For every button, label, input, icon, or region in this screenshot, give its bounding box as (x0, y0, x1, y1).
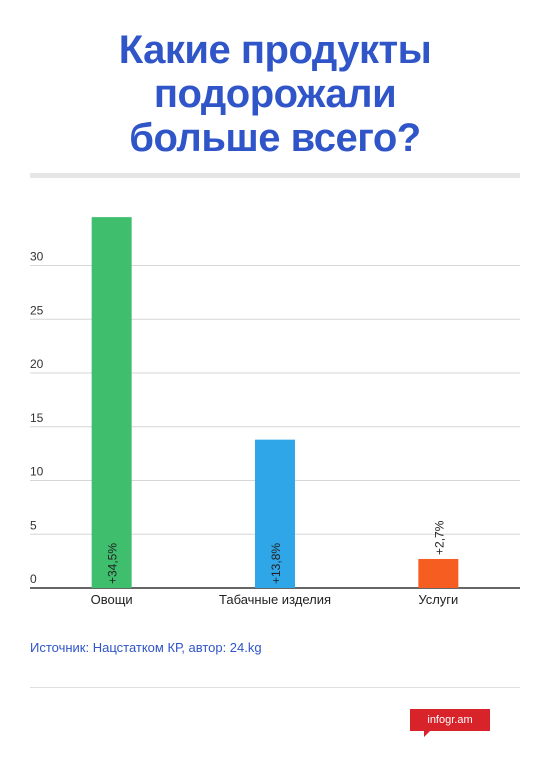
bar (255, 439, 295, 588)
footer-divider (30, 687, 520, 688)
chart-title: Какие продукты подорожали больше всего? (0, 28, 550, 160)
source-note: Источник: Нацстатком КР, автор: 24.kg (30, 640, 262, 655)
title-line-1: Какие продукты (118, 28, 432, 72)
y-tick-label: 5 (30, 518, 37, 532)
x-category-label: Овощи (91, 592, 133, 607)
bar-chart: 0 5 10 15 20 25 30 Овощи +34,5% Табачные изделия +… (30, 217, 520, 607)
x-category-label: Услуги (418, 592, 458, 607)
x-category-label: Табачные изделия (219, 592, 331, 607)
title-line-2: подорожали (153, 72, 397, 116)
y-tick-label: 25 (30, 303, 44, 317)
bar (418, 558, 459, 588)
y-tick-label: 20 (30, 357, 44, 371)
y-tick-label: 15 (30, 411, 44, 425)
title-line-3: больше всего? (129, 116, 421, 160)
data-label: +13,8% (269, 543, 283, 584)
infogram-logo[interactable]: infogr.am (410, 709, 490, 737)
y-tick-label: 0 (30, 572, 37, 586)
logo-text: infogr.am (427, 714, 473, 726)
y-tick-label: 30 (30, 250, 44, 264)
data-label: +34,5% (106, 543, 120, 584)
bar (91, 217, 132, 588)
title-divider (30, 173, 520, 178)
data-label: +2,7% (432, 520, 446, 555)
logo-badge-icon (410, 709, 490, 737)
y-tick-label: 10 (30, 465, 44, 479)
